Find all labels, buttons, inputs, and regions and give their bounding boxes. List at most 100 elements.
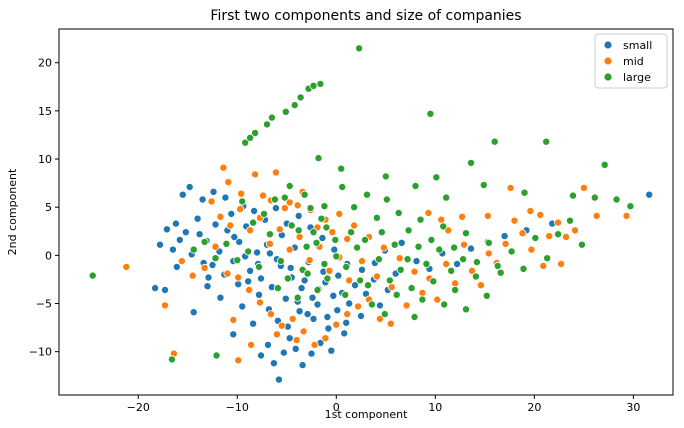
data-point-large [312, 238, 321, 247]
data-point-large [332, 252, 341, 261]
data-point-small [254, 290, 263, 299]
data-point-mid [310, 340, 319, 349]
data-point-mid [354, 302, 363, 311]
data-point-mid [592, 211, 601, 220]
data-point-mid [402, 301, 411, 310]
data-point-small [203, 282, 212, 291]
data-point-large [439, 222, 448, 231]
data-point-large [377, 228, 386, 237]
data-point-mid [622, 211, 631, 220]
data-point-small [330, 245, 339, 254]
data-point-large [241, 138, 250, 147]
data-point-mid [237, 189, 246, 198]
data-point-large [363, 281, 372, 290]
data-point-large [270, 195, 279, 204]
data-point-mid [258, 191, 267, 200]
data-point-small [171, 219, 180, 228]
data-point-small [286, 263, 295, 272]
data-point-large [338, 182, 347, 191]
data-point-large [342, 262, 351, 271]
data-point-large [459, 255, 468, 264]
data-point-small [168, 245, 177, 254]
x-tick-label: 10 [428, 401, 442, 414]
data-point-large [356, 276, 365, 285]
data-point-mid [288, 314, 297, 323]
data-point-large [355, 44, 364, 53]
data-point-large [600, 160, 609, 169]
data-point-small [178, 190, 187, 199]
data-point-large [450, 243, 459, 252]
data-point-mid [536, 210, 545, 219]
data-point-mid [343, 234, 352, 243]
data-point-small [309, 314, 318, 323]
data-point-large [380, 310, 389, 319]
data-point-mid [526, 206, 535, 215]
y-axis-label: 2nd component [6, 168, 19, 255]
data-point-large [309, 228, 318, 237]
data-point-large [590, 193, 599, 202]
data-point-small [160, 285, 169, 294]
y-tick-label: −10 [29, 346, 52, 359]
data-point-large [493, 261, 502, 270]
data-point-large [442, 193, 451, 202]
data-point-mid [246, 226, 255, 235]
plot-frame [58, 28, 674, 396]
data-point-large [543, 254, 552, 263]
data-point-mid [545, 232, 554, 241]
data-point-large [189, 245, 198, 254]
data-point-large [341, 290, 350, 299]
data-point-large [447, 266, 456, 275]
data-point-mid [207, 197, 216, 206]
data-point-small [234, 280, 243, 289]
data-point-small [229, 330, 238, 339]
data-point-mid [271, 168, 280, 177]
data-point-small [221, 193, 230, 202]
data-point-small [209, 187, 218, 196]
data-point-mid [386, 319, 395, 328]
data-point-large [322, 223, 331, 232]
data-point-small [249, 319, 258, 328]
data-point-small [466, 244, 475, 253]
data-point-large [374, 255, 383, 264]
data-point-large [407, 284, 416, 293]
data-point-mid [255, 298, 264, 307]
data-point-mid [476, 281, 485, 290]
data-point-mid [328, 228, 337, 237]
legend-label-mid: mid [623, 55, 644, 68]
data-point-small [238, 302, 247, 311]
y-tick-label: −5 [36, 298, 52, 311]
data-point-small [500, 232, 509, 241]
data-point-small [412, 257, 421, 266]
data-point-small [256, 351, 265, 360]
data-point-mid [372, 272, 381, 281]
data-point-large [440, 300, 449, 309]
data-point-mid [280, 204, 289, 213]
data-point-small [265, 249, 274, 258]
data-point-mid [579, 183, 588, 192]
data-point-small [323, 312, 332, 321]
data-point-mid [325, 266, 334, 275]
data-point-large [88, 271, 97, 280]
data-point-large [362, 190, 371, 199]
data-point-mid [266, 310, 275, 319]
data-point-small [274, 375, 283, 384]
data-point-large [479, 180, 488, 189]
data-point-small [298, 361, 307, 370]
data-point-small [151, 284, 160, 293]
y-tick-label: 15 [38, 105, 52, 118]
legend-box [594, 33, 668, 89]
data-point-mid [292, 336, 301, 345]
data-point-mid [160, 301, 169, 310]
data-point-large [331, 235, 340, 244]
data-point-small [189, 308, 198, 317]
data-point-large [435, 245, 444, 254]
data-point-large [390, 240, 399, 249]
data-point-small [250, 206, 259, 215]
data-point-small [313, 300, 322, 309]
data-point-small [162, 225, 171, 234]
data-point-large [267, 113, 276, 122]
data-point-mid [484, 249, 493, 258]
data-point-mid [200, 263, 209, 272]
legend: small mid large [594, 33, 668, 89]
